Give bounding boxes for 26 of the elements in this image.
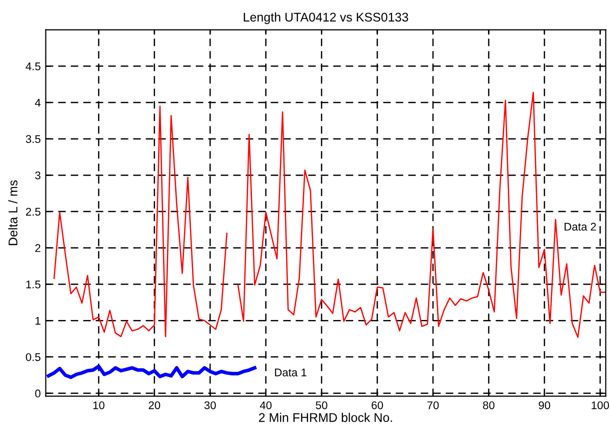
y-tick-label: 3 (35, 171, 40, 180)
y-tick-label: 4.5 (26, 62, 40, 70)
x-tick-label: 90 (538, 401, 550, 410)
x-tick-label: 50 (316, 401, 328, 410)
y-tick-label: 1.5 (26, 280, 40, 288)
chart-title: Length UTA0412 vs KSS0133 (244, 12, 408, 24)
x-tick-label: 20 (148, 401, 160, 410)
y-tick-label: 1 (36, 316, 40, 325)
x-axis-title: 2 Min FHRMD block No. (259, 412, 392, 422)
y-tick-label: 2.5 (26, 208, 40, 216)
y-tick-label: 4 (34, 98, 41, 107)
y-tick-label: 2 (35, 244, 40, 252)
y-tick-label: 3.5 (26, 135, 40, 143)
x-tick-label: 10 (93, 401, 104, 410)
series-label: Data 2 (564, 222, 596, 231)
line-series (46, 364, 256, 380)
x-tick-label: 30 (204, 401, 216, 410)
y-tick-label: 0 (35, 390, 40, 398)
x-tick-label: 80 (483, 401, 494, 410)
x-tick-label: 100 (592, 401, 609, 410)
x-tick-label: 60 (372, 401, 384, 410)
x-tick-label: 70 (427, 401, 439, 410)
series-label: Data 1 (275, 368, 306, 376)
y-tick-label: 0.5 (26, 353, 40, 362)
y-axis-title: Delta L / ms (8, 180, 18, 246)
x-tick-label: 40 (260, 401, 272, 410)
